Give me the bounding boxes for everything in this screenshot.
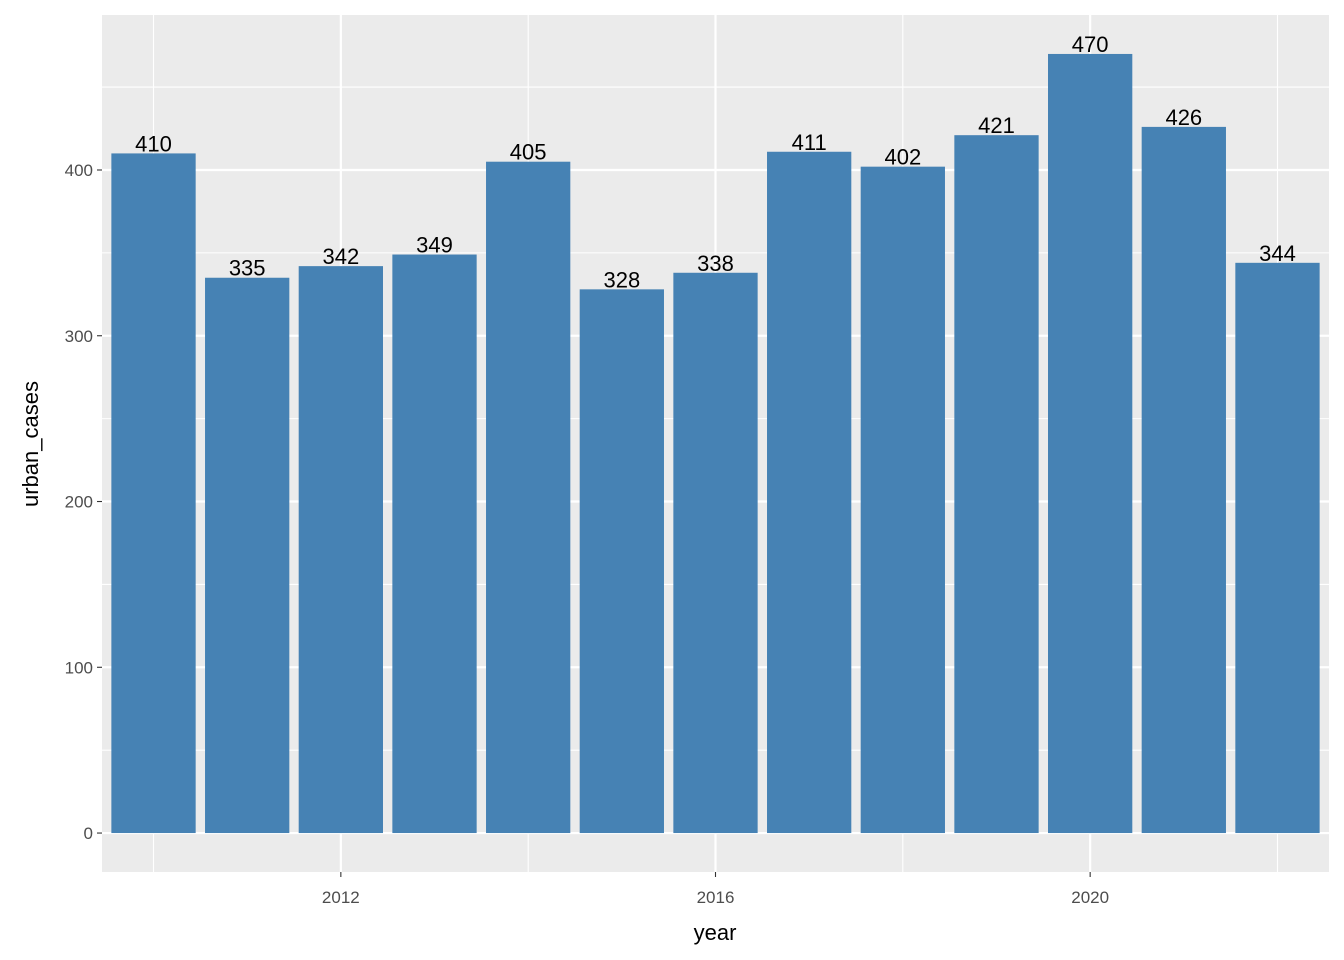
y-tick-label: 400 <box>65 161 93 180</box>
bar-2011 <box>205 277 290 834</box>
data-label-2019: 421 <box>978 113 1015 138</box>
data-label-2016: 338 <box>697 251 734 276</box>
y-tick-label: 300 <box>65 327 93 346</box>
bar-2015 <box>579 289 664 834</box>
y-tick-label: 100 <box>65 658 93 677</box>
bar-2018 <box>860 166 945 834</box>
data-label-2010: 410 <box>135 131 172 156</box>
bar-2013 <box>392 254 477 834</box>
y-tick-label: 200 <box>65 493 93 512</box>
bar-2021 <box>1141 126 1226 834</box>
x-tick-label: 2020 <box>1071 888 1109 907</box>
x-axis-title: year <box>694 920 737 945</box>
data-label-2021: 426 <box>1165 105 1202 130</box>
bar-2017 <box>767 151 852 834</box>
bar-2012 <box>298 266 383 834</box>
data-label-2012: 342 <box>322 244 359 269</box>
x-tick-label: 2016 <box>697 888 735 907</box>
bar-2019 <box>954 135 1039 834</box>
data-label-2013: 349 <box>416 233 453 258</box>
data-label-2020: 470 <box>1072 32 1109 57</box>
data-label-2018: 402 <box>884 145 921 170</box>
bars <box>111 53 1320 834</box>
bar-2022 <box>1235 262 1320 834</box>
y-axis-title: urban_cases <box>18 381 43 507</box>
data-label-2017: 411 <box>792 130 827 155</box>
y-tick-label: 0 <box>84 824 93 843</box>
bar-2010 <box>111 153 196 834</box>
bar-2014 <box>486 161 571 834</box>
data-label-2011: 335 <box>229 256 266 281</box>
data-label-2014: 405 <box>510 140 547 165</box>
bar-2016 <box>673 272 758 834</box>
bar-2020 <box>1048 53 1133 834</box>
x-axis: 2012 2016 2020 <box>322 872 1109 907</box>
data-labels: 410 335 342 349 405 328 338 411 402 421 470 426 344 <box>135 32 1296 292</box>
data-label-2015: 328 <box>603 267 640 292</box>
y-axis: 0 100 200 300 400 <box>65 161 102 843</box>
x-tick-label: 2012 <box>322 888 360 907</box>
data-label-2022: 344 <box>1259 241 1296 266</box>
